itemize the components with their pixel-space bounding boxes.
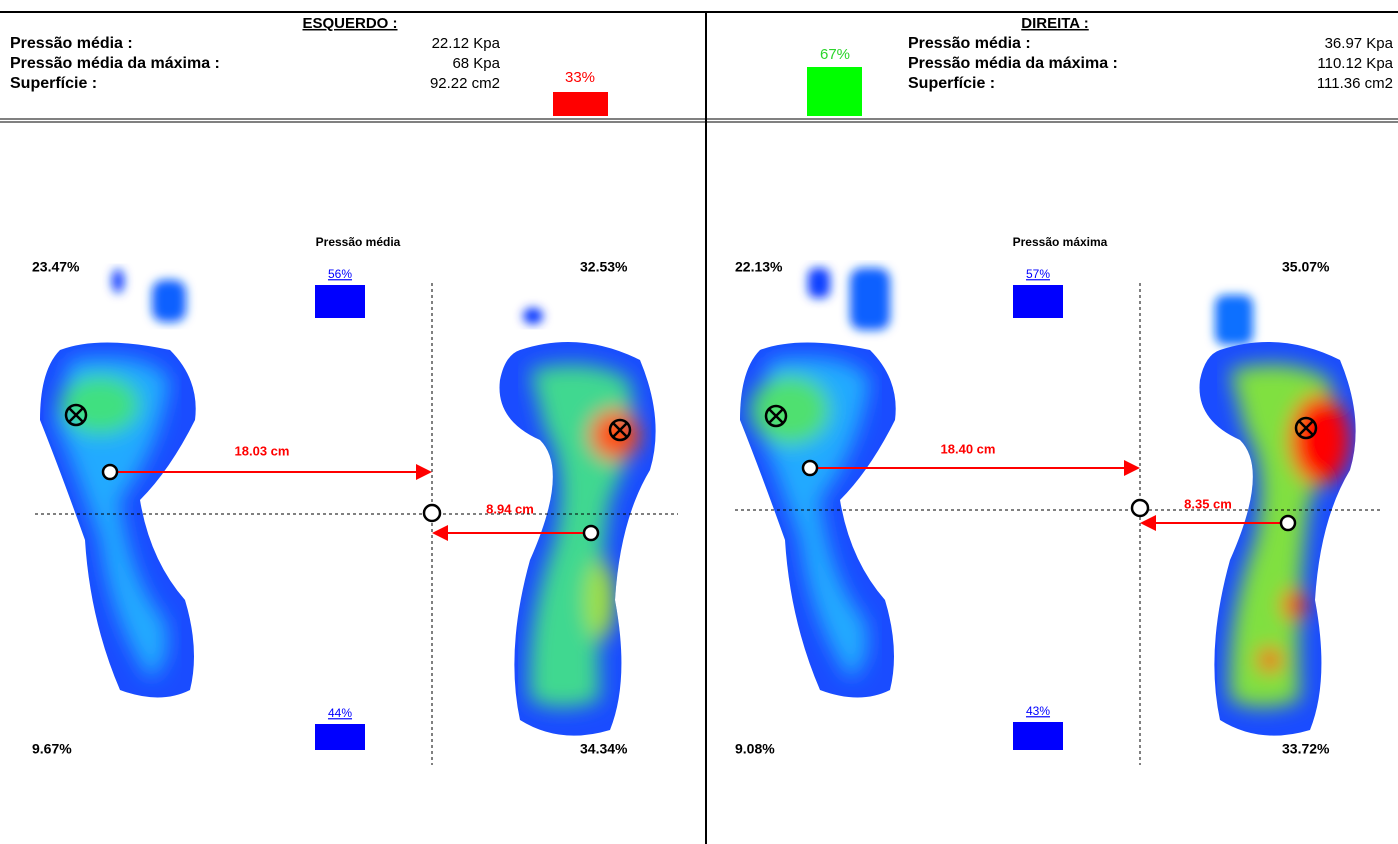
quadrant-percent: 22.13% [735,259,783,275]
percent: 67% [820,46,850,63]
value: 22.12 Kpa [432,35,501,52]
value: 111.36 cm2 [1317,75,1393,92]
value: 92.22 cm2 [430,75,500,92]
percent: 33% [565,69,595,86]
heatmap [700,268,1398,760]
label: Pressão média : [908,35,1031,52]
label: Pressão média da máxima : [10,55,220,72]
label: Superfície : [908,75,995,92]
quadrant-percent: 35.07% [1282,259,1330,275]
quadrant-percent: 34.34% [580,741,628,757]
center-marker [424,505,440,521]
panel-title: Pressão média [316,235,401,249]
panel-title: Pressão máxima [1013,235,1108,249]
label: Pressão média : [10,35,133,52]
indicator [315,724,365,750]
value: 68 Kpa [452,55,500,72]
report: ESQUERDO : Pressão média : 22.12 Kpa Pre… [0,0,1398,844]
distance-label: 18.03 cm [235,443,290,458]
panel: Pressão média 23.47% 32.53% 9.67% 34.34%… [0,235,700,765]
quadrant-percent: 32.53% [580,259,628,275]
section-title: DIREITA : [1021,15,1089,32]
indicator [807,67,862,116]
percent: 57% [1026,267,1050,281]
value: 36.97 Kpa [1325,35,1394,52]
center-marker [103,465,117,479]
percent: 44% [328,706,352,720]
center-marker [584,526,598,540]
percent: 56% [328,267,352,281]
percent: 43% [1026,704,1050,718]
distance-label: 18.40 cm [941,441,996,456]
center-marker [1132,500,1148,516]
indicator [315,285,365,318]
distance-label: 8.94 cm [486,501,534,516]
indicator [553,92,608,116]
label: Superfície : [10,75,97,92]
quadrant-percent: 9.08% [735,741,775,757]
label: Pressão média da máxima : [908,55,1118,72]
distance-label: 8.35 cm [1184,496,1232,511]
quadrant-percent: 23.47% [32,259,80,275]
foot [0,300,260,750]
panel: Pressão máxima 22.13% 35.07% 9.08% 33.72… [700,235,1398,765]
quadrant-percent: 33.72% [1282,741,1330,757]
section-title: ESQUERDO : [302,15,397,32]
center-marker [803,461,817,475]
center-marker [1281,516,1295,530]
indicator [1013,285,1063,318]
quadrant-percent: 9.67% [32,741,72,757]
indicator [1013,722,1063,750]
value: 110.12 Kpa [1317,55,1393,72]
